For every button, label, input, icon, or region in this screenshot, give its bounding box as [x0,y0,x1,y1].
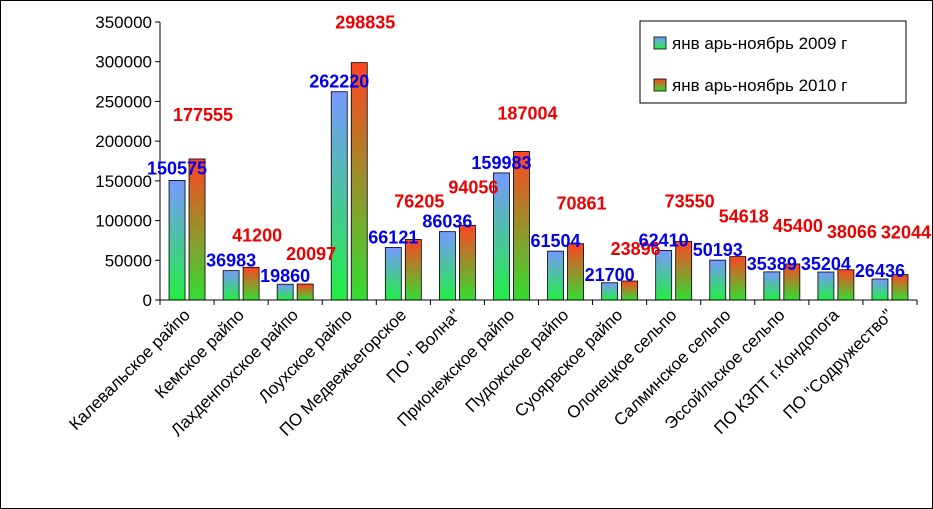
bar-2009 [438,231,456,301]
y-axis: 0 50000 100000 150000 200000 250000 300000 3500… [95,13,161,310]
bar-2010 [404,239,422,301]
bar-2010 [242,266,260,301]
legend-box [639,20,907,104]
data-label-2009: 36983 [206,251,256,271]
data-label-2010: 32044 [881,223,931,243]
bar-2009 [330,91,348,301]
bar-2009 [547,250,564,301]
legend: янв арь-ноябрь 2009 г янв арь-ноябрь 201… [639,20,907,104]
bar-2009 [871,278,889,301]
bar-2010 [458,224,476,301]
data-label-2009: 66121 [368,227,418,247]
data-label-2010: 45400 [773,216,823,236]
y-tick-label: 100000 [95,212,152,231]
data-label-2009: 35389 [747,254,797,274]
data-label-2010: 76205 [394,191,444,211]
bar-2009 [168,180,186,301]
y-tick-label: 50000 [105,251,152,270]
legend-label-2009: янв арь-ноябрь 2009 г [672,34,847,53]
data-label-2010: 177555 [173,105,233,125]
data-label-2009: 86036 [422,212,472,232]
y-tick-label: 150000 [95,172,152,191]
data-label-2010: 187004 [497,103,557,123]
bar-2009 [709,259,727,301]
bar-2010 [513,151,530,301]
data-label-2010: 54618 [719,207,769,227]
bar-2009 [763,271,781,301]
legend-swatch-2010 [653,78,667,92]
legend-swatch-2009 [653,36,667,50]
data-label-2009: 21700 [585,265,635,285]
data-label-2009: 150575 [147,158,207,178]
bar-2010 [188,158,206,301]
data-label-2009: 159983 [471,153,531,173]
y-tick-label: 0 [143,291,152,310]
bar-2010 [296,283,314,301]
data-label-2010: 23896 [611,239,661,259]
bar-2009 [276,283,294,301]
data-label-2010: 70861 [557,194,607,214]
data-label-2009: 26436 [855,261,905,281]
data-label-2010: 20097 [286,244,336,264]
bars [168,62,909,301]
data-label-2010: 73550 [665,192,715,212]
y-tick-label: 350000 [95,13,152,32]
bar-2009 [817,271,835,301]
y-tick-label: 250000 [95,92,152,111]
data-label-2009: 19860 [260,266,310,286]
bar-2010 [567,243,584,301]
bar-2010 [729,256,747,301]
data-label-2010: 41200 [232,225,282,245]
data-label-2010: 298835 [335,13,395,33]
data-label-2010: 38066 [827,222,877,242]
data-label-2009: 62410 [639,230,689,250]
data-label-2009: 35204 [801,254,851,274]
data-label-2009: 50193 [693,240,743,260]
y-tick-label: 300000 [95,53,152,72]
bar-2009 [601,282,619,301]
data-label-2009: 61504 [531,231,581,251]
legend-label-2010: янв арь-ноябрь 2010 г [672,76,847,95]
bar-2009 [384,247,402,301]
data-label-2010: 94056 [448,177,498,197]
bar-2010 [837,269,855,301]
y-tick-label: 200000 [95,132,152,151]
bar-2009 [222,270,240,301]
data-label-2009: 262220 [309,72,369,92]
bar-2010 [350,62,368,301]
